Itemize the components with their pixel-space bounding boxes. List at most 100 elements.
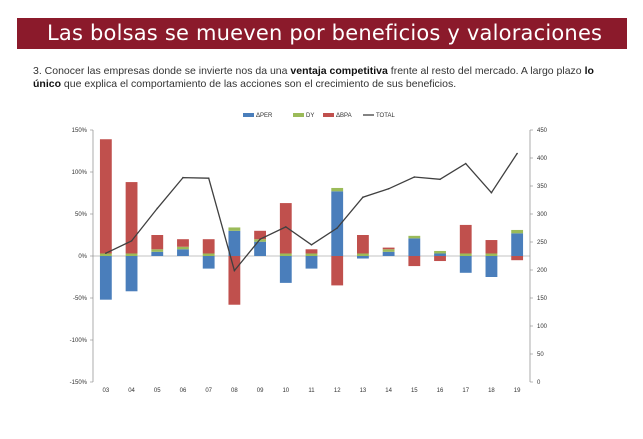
bar-delta-bpa — [151, 235, 164, 250]
bar-delta-per — [459, 256, 472, 273]
x-tick-label: 09 — [257, 388, 264, 394]
right-tick-label: 450 — [537, 128, 548, 134]
x-tick-label: 16 — [437, 388, 444, 394]
bar-delta-bpa — [331, 256, 344, 286]
description-bold-1: ventaja competitiva — [290, 65, 388, 77]
bar-dy — [382, 249, 395, 252]
left-tick-label: -50% — [73, 296, 88, 302]
bar-dy — [511, 229, 524, 234]
bar-delta-bpa — [485, 240, 498, 254]
description-part-1: 3. Conocer las empresas donde se inviert… — [33, 65, 291, 77]
bar-delta-bpa — [356, 235, 369, 254]
right-tick-label: 250 — [537, 240, 548, 246]
bar-delta-per — [356, 256, 369, 259]
left-tick-label: 50% — [75, 212, 88, 218]
total-point — [130, 240, 133, 242]
legend-dy-swatch — [293, 113, 304, 117]
total-point — [284, 226, 287, 228]
bar-delta-bpa — [459, 224, 472, 254]
legend-delta-per-label: ΔPER — [256, 113, 273, 119]
bar-delta-per — [331, 191, 344, 256]
legend-total-label: TOTAL — [376, 113, 395, 119]
right-tick-label: 0 — [537, 380, 541, 386]
x-tick-label: 18 — [488, 388, 495, 394]
bar-delta-bpa — [254, 230, 267, 240]
bar-dy — [356, 253, 369, 256]
x-tick-label: 08 — [231, 388, 238, 394]
bar-delta-bpa — [434, 256, 446, 262]
legend-delta-per-swatch — [243, 113, 254, 117]
legend-delta-bpa-label: ΔBPA — [336, 113, 352, 119]
total-point — [182, 176, 184, 179]
x-tick-label: 17 — [462, 388, 469, 394]
bar-dy — [202, 253, 215, 256]
bar-delta-bpa — [408, 256, 421, 267]
bar-dy — [151, 249, 164, 252]
bar-delta-bpa — [99, 139, 112, 254]
x-tick-label: 19 — [514, 388, 521, 394]
legend-delta-bpa-swatch — [323, 113, 334, 117]
right-tick-label: 150 — [537, 296, 548, 302]
left-tick-label: 150% — [72, 128, 88, 134]
bar-dy — [99, 253, 112, 256]
bar-delta-per — [434, 253, 446, 256]
right-tick-label: 300 — [537, 212, 548, 218]
x-tick-label: 11 — [308, 388, 315, 394]
total-point — [362, 196, 364, 198]
bar-delta-per — [511, 233, 524, 256]
x-tick-label: 03 — [103, 388, 110, 394]
description-bold-2: lo único — [33, 65, 594, 90]
x-tick-label: 07 — [205, 388, 212, 394]
bar-dy — [459, 253, 472, 256]
bar-delta-bpa — [279, 203, 292, 254]
bar-delta-bpa — [305, 249, 318, 254]
left-tick-label: 0% — [78, 254, 87, 260]
total-point — [259, 238, 261, 240]
x-tick-label: 10 — [282, 388, 289, 394]
bar-delta-per — [408, 238, 421, 256]
right-tick-label: 100 — [537, 324, 548, 330]
bar-delta-per — [99, 256, 112, 300]
legend-dy-label: DY — [306, 113, 314, 119]
bar-delta-bpa — [177, 239, 189, 247]
left-tick-label: -150% — [70, 380, 88, 386]
total-point — [310, 244, 313, 246]
x-tick-label: 15 — [411, 388, 418, 394]
bar-delta-per — [125, 256, 138, 292]
total-point — [387, 188, 390, 190]
x-tick-label: 12 — [334, 388, 341, 394]
x-tick-label: 05 — [154, 388, 161, 394]
bar-dy — [228, 227, 241, 231]
total-point — [464, 162, 467, 165]
right-tick-label: 50 — [537, 352, 544, 358]
x-tick-label: 13 — [360, 388, 367, 394]
bar-dy — [254, 239, 267, 242]
right-tick-label: 200 — [537, 268, 548, 274]
description-part-2: frente al resto del mercado. A largo pla… — [387, 65, 585, 77]
bar-delta-per — [228, 230, 241, 256]
bar-delta-per — [305, 256, 318, 269]
total-point — [516, 152, 518, 155]
x-tick-label: 04 — [128, 388, 135, 394]
bar-delta-per — [151, 251, 164, 256]
bar-delta-bpa — [511, 256, 524, 261]
total-point — [105, 252, 107, 254]
total-point — [413, 176, 416, 178]
bar-delta-per — [254, 241, 267, 256]
bar-dy — [485, 253, 498, 256]
bar-delta-bpa — [202, 239, 215, 254]
bar-delta-per — [382, 251, 395, 256]
right-tick-label: 400 — [537, 156, 548, 162]
bar-delta-per — [177, 249, 189, 256]
bar-dy — [434, 250, 446, 254]
bar-delta-per — [279, 256, 292, 283]
bar-dy — [331, 187, 344, 192]
total-point — [490, 191, 493, 194]
left-tick-label: 100% — [72, 170, 88, 176]
bar-dy — [125, 253, 138, 256]
total-point — [207, 177, 210, 179]
left-tick-label: -100% — [70, 338, 88, 344]
total-point — [156, 207, 159, 210]
description-part-3: que explica el comportamiento de las acc… — [61, 78, 457, 90]
